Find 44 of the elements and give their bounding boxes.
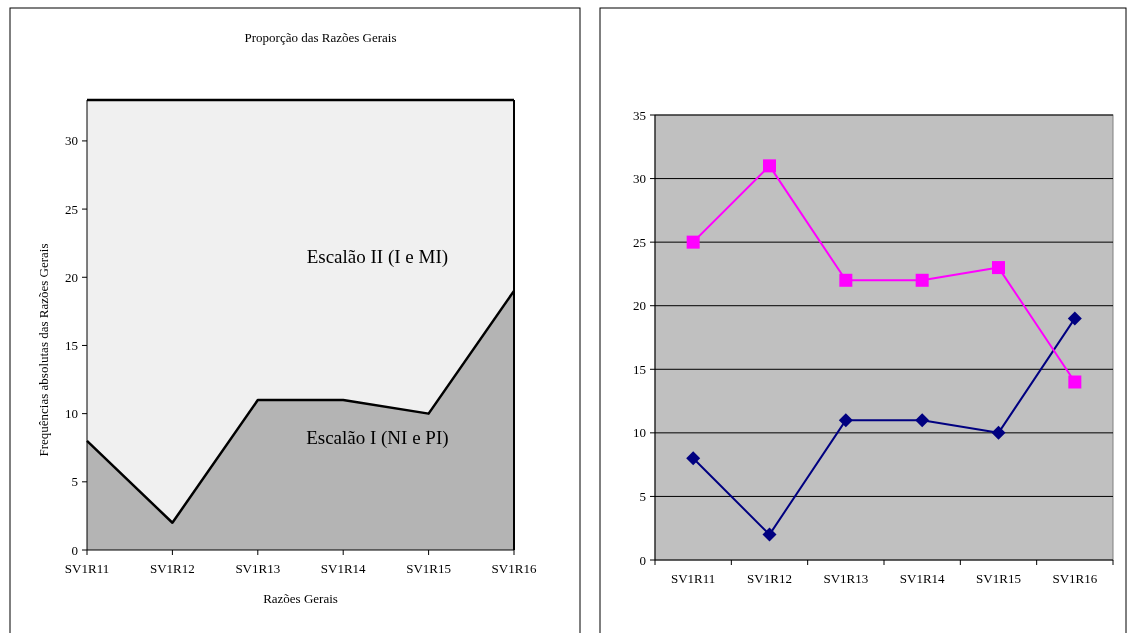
y-tick-label: 0 [71,542,78,558]
x-tick-label: SV1R12 [747,571,792,586]
point [1067,311,1082,326]
y-tick-label: 0 [639,552,646,568]
series-label: Escalão II (I e MI) [306,245,449,268]
x-tick-label: SV1R15 [406,561,451,576]
x-tick-label: SV1R16 [491,561,537,576]
point [1068,375,1082,389]
x-tick-label: SV1R16 [1052,571,1098,586]
y-tick-label: 10 [633,425,646,441]
point [686,235,700,249]
x-tick-label: SV1R12 [150,561,195,576]
point [991,425,1006,440]
y-tick-label: 25 [65,201,78,217]
chart-title: Proporção das Razões Gerais [244,30,397,45]
x-axis-title: Razões Gerais [263,591,338,606]
point [839,273,853,287]
point [838,413,853,428]
point [915,273,929,287]
x-tick-label: SV1R13 [823,571,869,586]
point [762,527,777,542]
x-tick-label: SV1R13 [235,561,281,576]
y-tick-label: 10 [65,406,78,422]
y-tick-label: 30 [633,171,646,187]
y-tick-label: 20 [65,269,78,285]
point [686,451,701,466]
x-tick-label: SV1R11 [671,571,716,586]
y-tick-label: 35 [633,107,646,123]
x-tick-label: SV1R14 [320,561,367,576]
y-axis-title: Frequências absolutas das Razões Gerais [36,243,51,457]
x-tick-label: SV1R11 [64,561,110,576]
y-tick-label: 20 [633,298,646,314]
x-tick-label: SV1R14 [899,571,946,586]
y-tick-label: 5 [639,488,646,504]
x-tick-label: SV1R15 [976,571,1021,586]
point [763,159,776,173]
series-label: Escalão I (NI e PI) [306,427,449,450]
y-tick-label: 15 [65,338,78,353]
point [992,261,1005,275]
y-tick-label: 30 [65,133,78,149]
y-tick-label: 25 [633,234,646,250]
point [915,413,930,428]
y-tick-label: 5 [71,474,78,490]
y-tick-label: 15 [633,361,646,377]
